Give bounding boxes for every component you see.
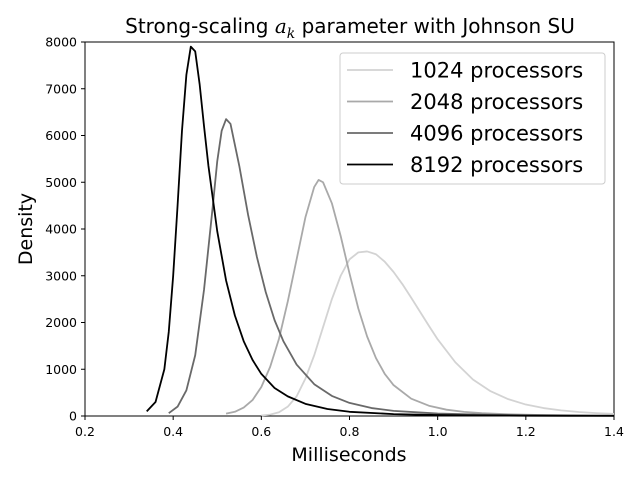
y-tick-label: 6000 bbox=[45, 128, 77, 143]
x-axis-label: Milliseconds bbox=[291, 444, 406, 466]
y-tick-label: 8000 bbox=[45, 35, 77, 50]
x-tick-label: 1.0 bbox=[428, 424, 448, 439]
legend-items: 1024 processors 2048 processors 4096 proce… bbox=[347, 59, 583, 177]
y-tick-label: 7000 bbox=[45, 81, 77, 96]
y-axis-label: Density bbox=[15, 193, 37, 265]
chart-title-symbol: a bbox=[275, 14, 287, 38]
x-tick-label: 0.6 bbox=[251, 424, 271, 439]
y-tick-label: 5000 bbox=[45, 175, 77, 190]
legend-label: 4096 processors bbox=[410, 122, 583, 146]
chart-title-subscript: k bbox=[287, 26, 295, 42]
x-tick-label: 0.2 bbox=[75, 424, 95, 439]
x-tick-label: 0.4 bbox=[163, 424, 183, 439]
x-tick-label: 1.4 bbox=[604, 424, 624, 439]
chart-title: Strong-scaling ak parameter with Johnson… bbox=[125, 14, 575, 42]
y-ticks: 0 1000 2000 3000 4000 5000 6000 7000 8000 bbox=[45, 35, 85, 424]
series-line-2 bbox=[168, 118, 615, 417]
y-tick-label: 4000 bbox=[45, 222, 77, 237]
chart-title-suffix: parameter with Johnson SU bbox=[295, 14, 575, 38]
series-layer bbox=[146, 45, 615, 417]
x-ticks: 0.2 0.4 0.6 0.8 1.0 1.2 1.4 bbox=[75, 416, 624, 439]
legend: 1024 processors 2048 processors 4096 proce… bbox=[339, 52, 606, 185]
legend-label: 1024 processors bbox=[410, 59, 583, 83]
chart-title-prefix: Strong-scaling bbox=[125, 14, 275, 38]
series-line-3 bbox=[146, 45, 615, 417]
y-tick-label: 0 bbox=[69, 409, 77, 424]
series-line-1 bbox=[225, 179, 615, 417]
x-tick-label: 0.8 bbox=[340, 424, 360, 439]
series-line-0 bbox=[261, 250, 615, 417]
legend-label: 8192 processors bbox=[410, 153, 583, 177]
legend-frame bbox=[339, 52, 606, 185]
y-tick-label: 2000 bbox=[45, 315, 77, 330]
legend-label: 2048 processors bbox=[410, 90, 583, 114]
y-tick-label: 1000 bbox=[45, 362, 77, 377]
x-tick-label: 1.2 bbox=[516, 424, 536, 439]
y-tick-label: 3000 bbox=[45, 268, 77, 283]
